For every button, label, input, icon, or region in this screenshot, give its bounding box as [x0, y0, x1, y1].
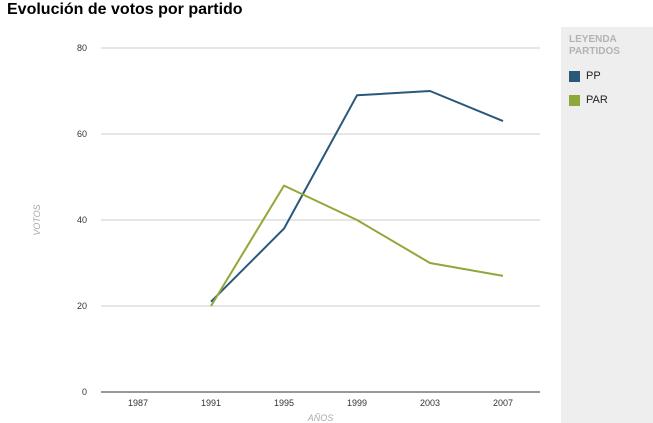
y-tick-label: 80 [77, 43, 87, 53]
y-tick-labels: 0 20 40 60 80 [77, 43, 87, 397]
series-line-par [210, 184, 504, 307]
y-axis-title: VOTOS [32, 204, 42, 235]
legend-swatch-pp [569, 71, 580, 82]
chart-title: Evolución de votos por partido [7, 1, 243, 18]
series-lines [210, 90, 504, 307]
y-tick-label: 0 [82, 387, 87, 397]
legend: LEYENDA PARTIDOS PP PAR [561, 27, 653, 423]
grid-lines [101, 47, 540, 307]
x-tick-labels: 1987 1991 1995 1999 2003 2007 [128, 398, 513, 408]
y-tick-label: 20 [77, 301, 87, 311]
y-tick-label: 60 [77, 129, 87, 139]
x-tick-label: 1995 [274, 398, 294, 408]
series-line-pp [210, 90, 504, 303]
x-tick-label: 1991 [201, 398, 221, 408]
x-tick-label: 2007 [493, 398, 513, 408]
x-tick-label: 1987 [128, 398, 148, 408]
x-axis-title: AÑOS [307, 413, 334, 423]
x-tick-label: 2003 [420, 398, 440, 408]
x-tick-label: 1999 [347, 398, 367, 408]
legend-label-pp: PP [586, 70, 601, 82]
y-tick-label: 40 [77, 215, 87, 225]
legend-label-par: PAR [586, 94, 608, 106]
legend-swatch-par [569, 95, 580, 106]
legend-title: LEYENDA PARTIDOS [569, 34, 620, 57]
